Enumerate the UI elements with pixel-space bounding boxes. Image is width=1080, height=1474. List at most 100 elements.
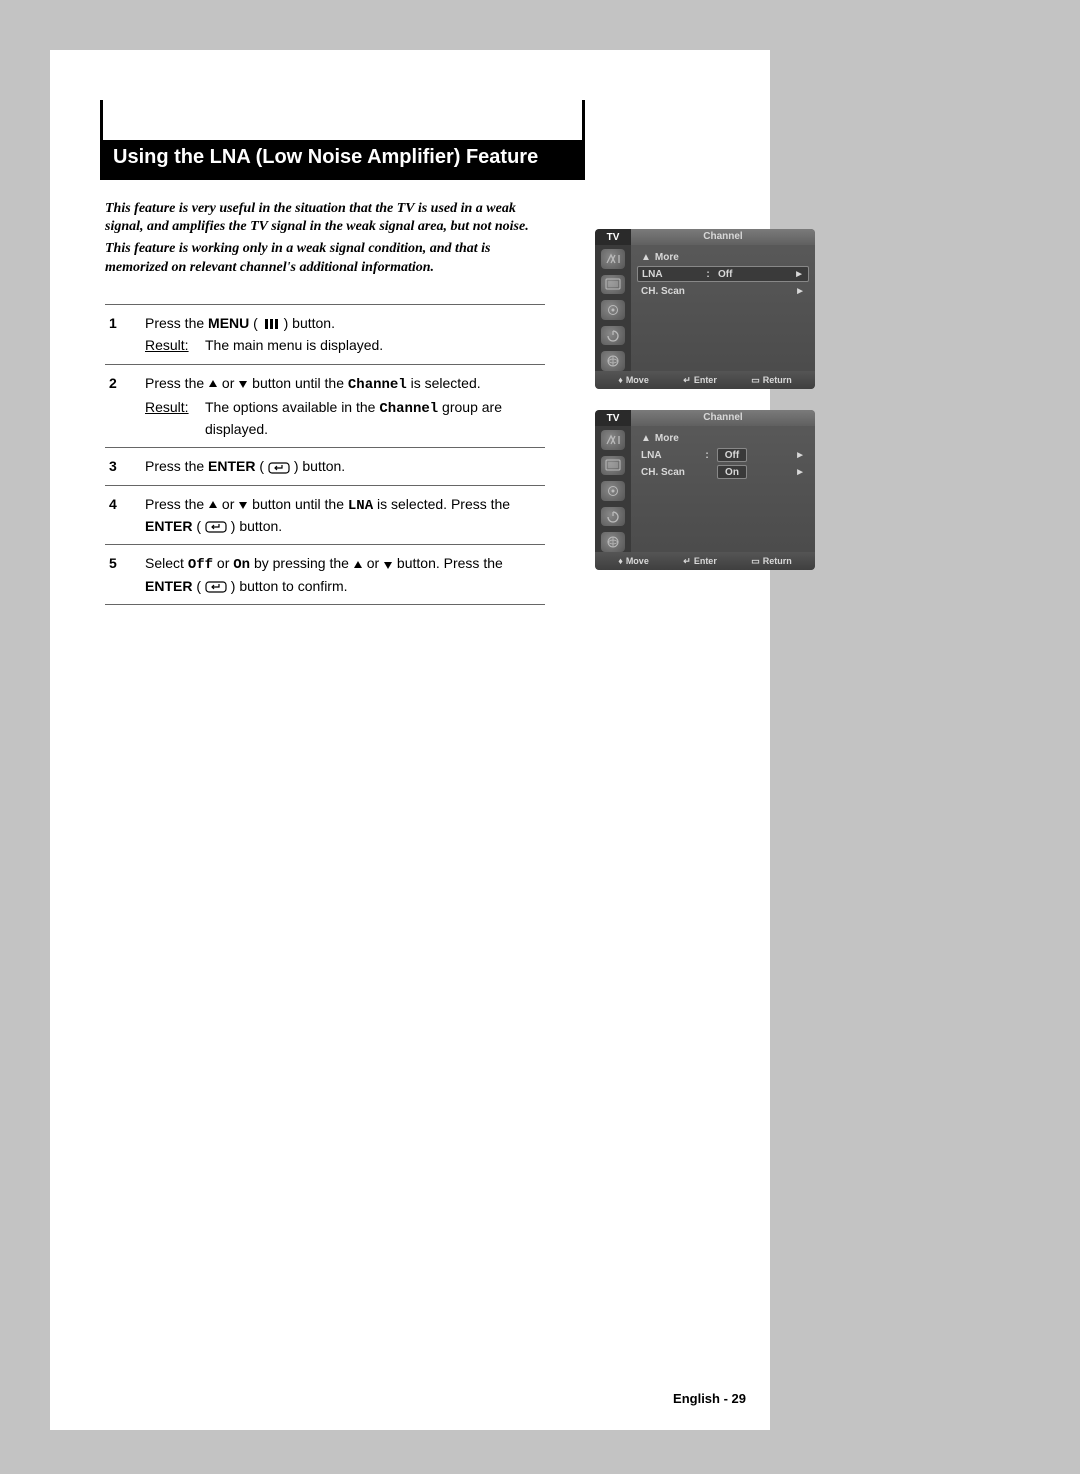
right-arrow-icon: ► [793,450,805,461]
step-body: Press the ENTER ( ) button. [145,456,545,476]
page-number: English - 29 [673,1391,746,1406]
osd-chscan-label: CH. Scan [641,467,701,478]
osd-tv-label: TV [595,410,631,426]
osd-row-lna: LNA : Off ► [637,447,809,463]
picture-icon [601,456,625,476]
down-icon [238,496,248,512]
step-row: 3Press the ENTER ( ) button. [105,448,545,485]
steps-list: 1Press the MENU ( ) button.Result:The ma… [105,304,545,605]
step-number: 2 [105,373,145,440]
globe-icon [601,351,625,371]
enter-icon: ↵ [683,556,691,567]
enter-icon: ↵ [683,375,691,386]
result-label: Result: [145,335,205,355]
osd-header: TV Channel [595,229,815,245]
step-number: 4 [105,494,145,537]
antenna-icon [601,430,625,450]
osd-lna-options: Off [713,448,793,462]
osd-title: Channel [631,410,815,426]
osd-lna-value: Off [714,269,792,280]
intro-p2: This feature is working only in a weak s… [105,240,545,276]
osd-screenshot-1: TV Channel [595,229,815,389]
osd-return: ▭Return [751,556,792,567]
osd-tv-label: TV [595,229,631,245]
globe-icon [601,532,625,552]
colon: : [702,269,714,280]
step-body: Press the or button until the Channel is… [145,373,545,440]
page-title: Using the LNA (Low Noise Amplifier) Feat… [103,140,582,177]
osd-header: TV Channel [595,410,815,426]
colon: : [701,450,713,461]
step-body: Select Off or On by pressing the or butt… [145,553,545,596]
intro-text: This feature is very useful in the situa… [105,200,545,281]
return-icon: ▭ [751,556,760,567]
osd-opt-on: On [717,465,747,479]
right-arrow-icon: ► [792,269,804,280]
down-icon [383,555,393,571]
step-text: Press the MENU ( ) button. [145,313,541,333]
step-text: Press the ENTER ( ) button. [145,456,541,476]
osd-lna-label: LNA [642,269,702,280]
up-triangle-icon: ▲ [641,433,651,444]
enter-icon [205,518,227,534]
osd-row-more: ▲ More [637,249,809,265]
antenna-icon [601,249,625,269]
osd-footer: ♦Move ↵Enter ▭Return [595,552,815,570]
result-label: Result: [145,397,205,440]
osd-body: ▲ More LNA : Off ► CH. Scan On [595,426,815,552]
result-text: The main menu is displayed. [205,335,541,355]
osd-body: ▲ More LNA : Off ► CH. Scan ► [595,245,815,371]
step-row: 1Press the MENU ( ) button.Result:The ma… [105,305,545,365]
up-icon [208,496,218,512]
setup-icon [601,326,625,346]
osd-title: Channel [631,229,815,245]
osd-move: ♦Move [618,556,649,566]
step-row: 5Select Off or On by pressing the or but… [105,545,545,605]
up-triangle-icon: ▲ [641,252,651,263]
osd-lna-label: LNA [641,450,701,461]
step-body: Press the MENU ( ) button.Result:The mai… [145,313,545,356]
down-icon [238,375,248,391]
up-icon [353,555,363,571]
enter-icon [268,458,290,474]
manual-page: Using the LNA (Low Noise Amplifier) Feat… [50,50,770,1430]
enter-icon [205,578,227,594]
picture-icon [601,275,625,295]
menu-icon [262,315,280,331]
right-arrow-icon: ► [793,467,805,478]
osd-footer: ♦Move ↵Enter ▭Return [595,371,815,389]
osd-sidebar [595,245,631,371]
osd-main: ▲ More LNA : Off ► CH. Scan ► [631,245,815,371]
osd-enter: ↵Enter [683,556,717,567]
up-icon [208,375,218,391]
step-text: Press the or button until the Channel is… [145,373,541,395]
intro-p1: This feature is very useful in the situa… [105,200,545,236]
osd-opt-off: Off [717,448,747,462]
step-result: Result:The options available in the Chan… [145,397,541,440]
setup-icon [601,507,625,527]
updown-icon: ♦ [618,556,623,566]
osd-row-chscan: CH. Scan On ► [637,464,809,480]
sound-icon [601,481,625,501]
return-icon: ▭ [751,375,760,386]
step-text: Select Off or On by pressing the or butt… [145,553,541,596]
right-arrow-icon: ► [793,286,805,297]
step-number: 1 [105,313,145,356]
osd-row-chscan: CH. Scan ► [637,283,809,299]
osd-return: ▭Return [751,375,792,386]
osd-sidebar [595,426,631,552]
sound-icon [601,300,625,320]
osd-row-lna: LNA : Off ► [637,266,809,282]
osd-more-label: More [655,433,679,444]
osd-main: ▲ More LNA : Off ► CH. Scan On [631,426,815,552]
step-result: Result:The main menu is displayed. [145,335,541,355]
step-text: Press the or button until the LNA is sel… [145,494,541,537]
step-number: 3 [105,456,145,476]
osd-move: ♦Move [618,375,649,385]
osd-chscan-label: CH. Scan [641,286,701,297]
osd-row-more: ▲ More [637,430,809,446]
step-body: Press the or button until the LNA is sel… [145,494,545,537]
title-bar: Using the LNA (Low Noise Amplifier) Feat… [100,100,585,180]
osd-more-label: More [655,252,679,263]
step-row: 4Press the or button until the LNA is se… [105,486,545,546]
